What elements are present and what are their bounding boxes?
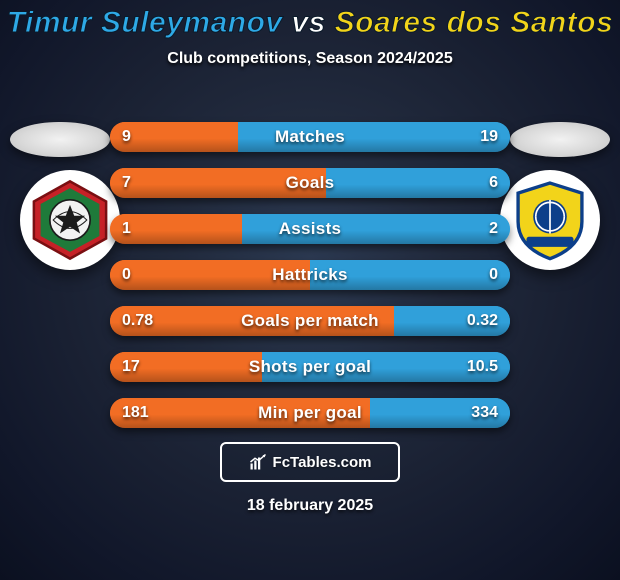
stat-label: Goals (110, 168, 510, 198)
title-vs: vs (291, 6, 325, 39)
subtitle: Club competitions, Season 2024/2025 (0, 50, 620, 68)
stat-row: 00Hattricks (110, 260, 510, 290)
stat-label: Goals per match (110, 306, 510, 336)
player1-name: Timur Suleymanov (7, 6, 283, 39)
stat-row: 181334Min per goal (110, 398, 510, 428)
stat-label: Assists (110, 214, 510, 244)
stat-row: 0.780.32Goals per match (110, 306, 510, 336)
lokomotiv-crest-icon (28, 178, 112, 262)
date-text: 18 february 2025 (0, 497, 620, 515)
stat-label: Min per goal (110, 398, 510, 428)
player2-avatar-slot (510, 122, 610, 157)
fctables-logo-icon (249, 453, 267, 471)
stat-label: Shots per goal (110, 352, 510, 382)
stat-row: 1710.5Shots per goal (110, 352, 510, 382)
stat-label: Hattricks (110, 260, 510, 290)
brand-badge: FcTables.com (220, 442, 400, 482)
stats-bars: 919Matches 76Goals 12Assists 00Hattricks 0.7… (110, 122, 510, 444)
player1-avatar-slot (10, 122, 110, 157)
stat-row: 76Goals (110, 168, 510, 198)
rostov-crest-icon (508, 178, 592, 262)
stat-label: Matches (110, 122, 510, 152)
stat-row: 12Assists (110, 214, 510, 244)
comparison-title: Timur Suleymanov vs Soares dos Santos (0, 0, 620, 40)
player1-club-crest (20, 170, 120, 270)
player2-club-crest (500, 170, 600, 270)
player2-name: Soares dos Santos (335, 6, 614, 39)
stat-row: 919Matches (110, 122, 510, 152)
brand-text: FcTables.com (273, 454, 372, 471)
